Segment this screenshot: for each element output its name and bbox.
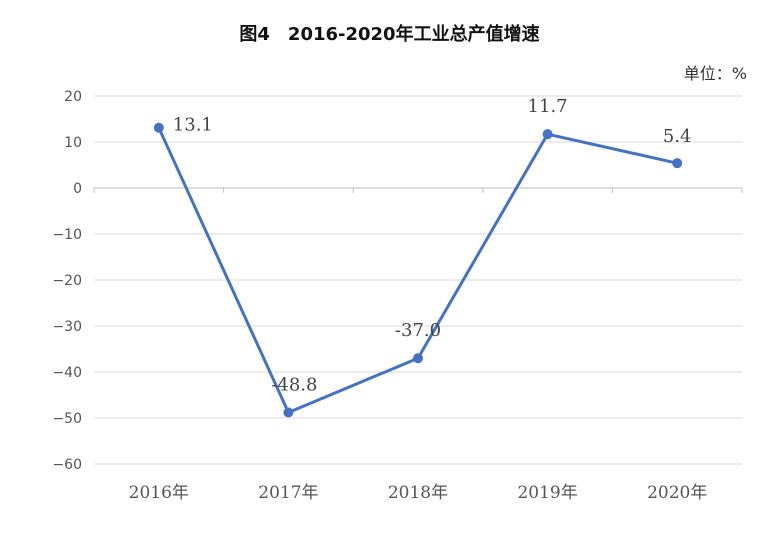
data-label: 11.7 <box>528 96 568 117</box>
y-tick-label: −60 <box>52 457 82 473</box>
data-label: 13.1 <box>173 115 213 136</box>
data-label: 5.4 <box>663 126 692 147</box>
x-tick-label: 2020年 <box>647 483 707 503</box>
x-axis-ticks: 2016年 2017年 2018年 2019年 2020年 <box>129 483 708 503</box>
data-point <box>153 122 164 133</box>
data-labels: 13.1 -48.8 -37.0 11.7 5.4 <box>173 96 692 395</box>
data-points <box>153 122 683 418</box>
y-tick-label: 20 <box>64 89 82 105</box>
y-tick-label: −20 <box>52 273 82 289</box>
x-tick-label: 2018年 <box>388 483 448 503</box>
y-tick-label: −30 <box>52 319 82 335</box>
y-tick-label: 0 <box>73 181 82 197</box>
data-point <box>542 129 553 140</box>
data-point <box>672 158 683 169</box>
data-point <box>283 407 294 418</box>
x-tick-label: 2016年 <box>129 483 189 503</box>
x-tick-label: 2019年 <box>517 483 577 503</box>
y-tick-label: −10 <box>52 227 82 243</box>
y-axis-ticks: 20 10 0 −10 −20 −30 −40 −50 −60 <box>52 89 82 473</box>
data-label: -37.0 <box>395 320 441 341</box>
unit-label: 单位：% <box>683 64 747 83</box>
series-line <box>157 126 679 414</box>
y-tick-label: −50 <box>52 411 82 427</box>
x-tick-label: 2017年 <box>258 483 318 503</box>
data-label: -48.8 <box>271 374 317 395</box>
y-tick-label: −40 <box>52 365 82 381</box>
data-point <box>413 353 423 364</box>
grid-lines <box>93 95 743 465</box>
y-tick-label: 10 <box>64 135 82 151</box>
chart-title: 图4 2016-2020年工业总产值增速 <box>239 24 540 45</box>
series-polyline <box>157 126 679 414</box>
